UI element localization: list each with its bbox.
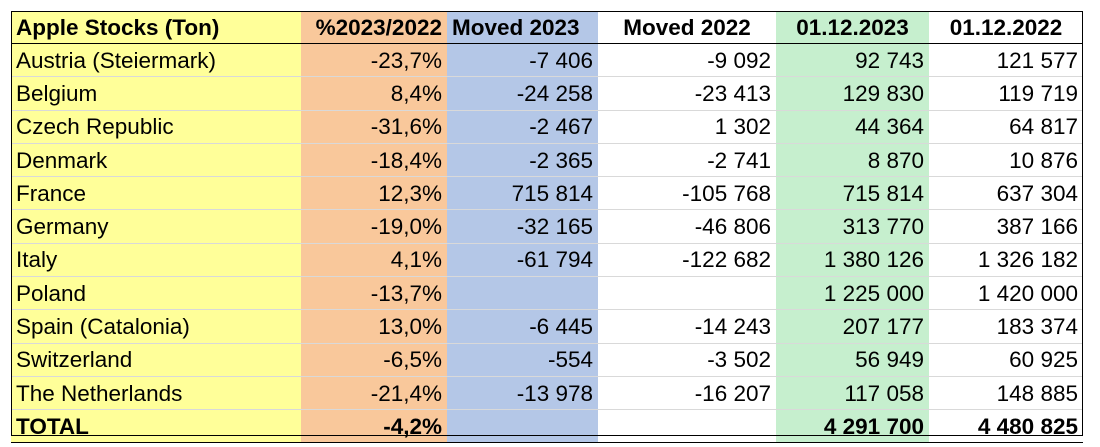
value-cell: 1 302	[598, 110, 776, 144]
total-value: -4,2%	[301, 409, 447, 444]
value-cell: 119 719	[929, 76, 1083, 111]
value-cell: -122 682	[598, 243, 776, 278]
apple-stocks-table: Apple Stocks (Ton) %2023/2022 Moved 2023 Mo…	[11, 11, 1083, 444]
total-row: TOTAL -4,2% 4 291 700 4 480 825	[11, 409, 1083, 444]
table-row: Poland -13,7% 1 225 000 1 420 000	[11, 276, 1083, 311]
country-cell: Poland	[11, 276, 301, 311]
column-header: Moved 2022	[598, 11, 776, 44]
value-cell: -6 445	[447, 309, 598, 344]
value-cell: -23,7%	[301, 43, 447, 78]
table-row: France 12,3% 715 814 -105 768 715 814 637 304	[11, 176, 1083, 211]
value-cell: 12,3%	[301, 176, 447, 211]
value-cell: 10 876	[929, 143, 1083, 178]
total-label: TOTAL	[11, 409, 301, 444]
value-cell: 4,1%	[301, 243, 447, 278]
value-cell: -2 467	[447, 110, 598, 144]
table-row: Spain (Catalonia) 13,0% -6 445 -14 243 207 1…	[11, 309, 1083, 344]
value-cell: -13,7%	[301, 276, 447, 311]
value-cell: -2 365	[447, 143, 598, 178]
value-cell: 148 885	[929, 376, 1083, 411]
value-cell: 117 058	[776, 376, 929, 411]
value-cell: 715 814	[447, 176, 598, 211]
value-cell: -18,4%	[301, 143, 447, 178]
value-cell: 207 177	[776, 309, 929, 344]
total-value: 4 291 700	[776, 409, 929, 444]
value-cell: -6,5%	[301, 343, 447, 377]
country-cell: Italy	[11, 243, 301, 278]
country-cell: The Netherlands	[11, 376, 301, 411]
country-cell: Austria (Steiermark)	[11, 43, 301, 78]
value-cell: 183 374	[929, 309, 1083, 344]
column-header: Moved 2023	[447, 11, 598, 44]
value-cell: -554	[447, 343, 598, 377]
country-cell: Spain (Catalonia)	[11, 309, 301, 344]
value-cell: -14 243	[598, 309, 776, 344]
country-cell: Belgium	[11, 76, 301, 111]
table-row: Germany -19,0% -32 165 -46 806 313 770 387 16…	[11, 209, 1083, 244]
value-cell: -2 741	[598, 143, 776, 178]
value-cell: 1 326 182	[929, 243, 1083, 278]
country-cell: Czech Republic	[11, 110, 301, 144]
value-cell: -3 502	[598, 343, 776, 377]
value-cell: 44 364	[776, 110, 929, 144]
total-value: 4 480 825	[929, 409, 1083, 444]
value-cell: 64 817	[929, 110, 1083, 144]
table-row: Italy 4,1% -61 794 -122 682 1 380 126 1 326 1…	[11, 243, 1083, 278]
value-cell: -24 258	[447, 76, 598, 111]
value-cell: 313 770	[776, 209, 929, 244]
value-cell	[447, 276, 598, 311]
column-header: Apple Stocks (Ton)	[11, 11, 301, 44]
value-cell: -31,6%	[301, 110, 447, 144]
value-cell: -13 978	[447, 376, 598, 411]
column-header: 01.12.2023	[776, 11, 929, 44]
country-cell: Germany	[11, 209, 301, 244]
table-header: Apple Stocks (Ton) %2023/2022 Moved 2023 Mo…	[11, 11, 1083, 44]
value-cell: -9 092	[598, 43, 776, 78]
value-cell: 60 925	[929, 343, 1083, 377]
value-cell: 13,0%	[301, 309, 447, 344]
header-row: Apple Stocks (Ton) %2023/2022 Moved 2023 Mo…	[11, 11, 1083, 44]
value-cell: 715 814	[776, 176, 929, 211]
value-cell: 1 420 000	[929, 276, 1083, 311]
value-cell: 8 870	[776, 143, 929, 178]
column-header: 01.12.2022	[929, 11, 1083, 44]
table-row: Switzerland -6,5% -554 -3 502 56 949 60 925	[11, 343, 1083, 377]
value-cell: 1 225 000	[776, 276, 929, 311]
value-cell: -46 806	[598, 209, 776, 244]
table-row: Belgium 8,4% -24 258 -23 413 129 830 119 719	[11, 76, 1083, 111]
value-cell: 637 304	[929, 176, 1083, 211]
value-cell: -23 413	[598, 76, 776, 111]
value-cell: 387 166	[929, 209, 1083, 244]
value-cell: -32 165	[447, 209, 598, 244]
total-value	[598, 409, 776, 444]
value-cell: 121 577	[929, 43, 1083, 78]
table-row: Czech Republic -31,6% -2 467 1 302 44 364 64 …	[11, 110, 1083, 144]
value-cell: 1 380 126	[776, 243, 929, 278]
column-header: %2023/2022	[301, 11, 447, 44]
table-row: Denmark -18,4% -2 365 -2 741 8 870 10 876	[11, 143, 1083, 178]
value-cell: -61 794	[447, 243, 598, 278]
country-cell: France	[11, 176, 301, 211]
country-cell: Switzerland	[11, 343, 301, 377]
country-cell: Denmark	[11, 143, 301, 178]
value-cell: 8,4%	[301, 76, 447, 111]
value-cell: 92 743	[776, 43, 929, 78]
value-cell	[598, 276, 776, 311]
table-row: Austria (Steiermark) -23,7% -7 406 -9 092 92…	[11, 43, 1083, 78]
value-cell: -16 207	[598, 376, 776, 411]
value-cell: -7 406	[447, 43, 598, 78]
table-row: The Netherlands -21,4% -13 978 -16 207 117 0…	[11, 376, 1083, 411]
value-cell: -21,4%	[301, 376, 447, 411]
value-cell: 56 949	[776, 343, 929, 377]
value-cell: 129 830	[776, 76, 929, 111]
value-cell: -105 768	[598, 176, 776, 211]
table-body: Austria (Steiermark) -23,7% -7 406 -9 092 92…	[11, 43, 1083, 444]
value-cell: -19,0%	[301, 209, 447, 244]
total-value	[447, 409, 598, 444]
